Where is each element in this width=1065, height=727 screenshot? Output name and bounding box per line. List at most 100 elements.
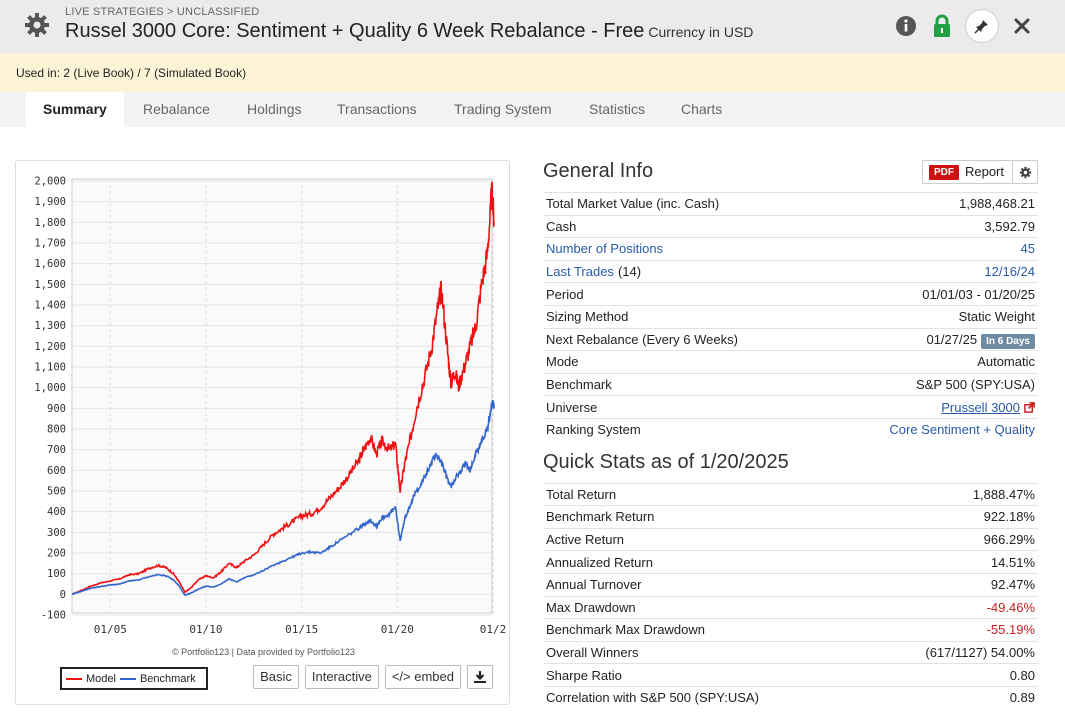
y-tick-label: 400 bbox=[47, 506, 66, 518]
series-line-model bbox=[71, 181, 495, 595]
row-value-text: -55.19% bbox=[986, 622, 1035, 638]
gi-value[interactable]: 12/16/24 bbox=[984, 264, 1035, 279]
y-tick-label: 1,200 bbox=[34, 341, 66, 353]
performance-chart[interactable]: 2,000 1,900 1,800 1,700 1,600 1,500 1,400 1,300… bbox=[16, 161, 511, 641]
row-key-text[interactable]: Number of Positions bbox=[546, 241, 664, 257]
y-tick-label: 300 bbox=[47, 527, 66, 539]
row-value-text: 14.51% bbox=[990, 554, 1035, 570]
gi-value: S&P 500 (SPY:USA) bbox=[916, 377, 1035, 392]
y-tick-label: -100 bbox=[41, 610, 66, 622]
qs-row-total-return: Total Return 1,888.47% bbox=[543, 482, 1038, 506]
pdf-icon[interactable]: PDF bbox=[928, 164, 959, 180]
legend-item-benchmark[interactable]: Benchmark bbox=[119, 672, 196, 685]
embed-button[interactable]: </> embed bbox=[384, 665, 461, 689]
gi-value[interactable]: 45 bbox=[1021, 241, 1035, 256]
qs-label: Active Return bbox=[546, 532, 624, 547]
row-key-text: Overall Winners bbox=[546, 644, 639, 660]
external-link-icon[interactable] bbox=[1024, 401, 1035, 413]
y-tick-label: 800 bbox=[47, 424, 66, 436]
gi-row-ranking-system: Ranking System Core Sentiment + Quality bbox=[543, 417, 1038, 441]
legend-label-benchmark: Benchmark bbox=[139, 672, 196, 685]
qs-value: 966.29% bbox=[984, 532, 1035, 547]
qs-row-sharpe-ratio: Sharpe Ratio 0.80 bbox=[543, 663, 1038, 686]
tab-statistics[interactable]: Statistics bbox=[589, 101, 646, 117]
settings-gear-icon[interactable] bbox=[1013, 166, 1037, 179]
gi-label: Total Market Value (inc. Cash) bbox=[546, 196, 719, 211]
legend-swatch-model bbox=[66, 677, 82, 680]
close-icon[interactable] bbox=[1009, 13, 1035, 39]
breadcrumb[interactable]: LIVE STRATEGIES > UNCLASSIFIED bbox=[65, 6, 260, 18]
info-icon[interactable] bbox=[893, 13, 919, 39]
header-bar: LIVE STRATEGIES > UNCLASSIFIED Russel 30… bbox=[0, 0, 1065, 53]
download-icon[interactable] bbox=[467, 665, 493, 689]
row-key-text: Ranking System bbox=[546, 422, 641, 438]
gi-value[interactable]: Prussell 3000 bbox=[941, 400, 1035, 415]
row-key-text: Mode bbox=[546, 354, 579, 370]
qs-value: -49.46% bbox=[987, 600, 1035, 615]
basic-button[interactable]: Basic bbox=[253, 665, 299, 689]
gi-value[interactable]: Core Sentiment + Quality bbox=[889, 422, 1035, 437]
chart-legend[interactable]: Model Benchmark bbox=[60, 667, 208, 690]
tab-bar: Summary Rebalance Holdings Transactions … bbox=[0, 92, 1065, 127]
row-value-text: 0.89 bbox=[1009, 690, 1035, 706]
tab-charts[interactable]: Charts bbox=[681, 101, 723, 117]
qs-value: 0.89 bbox=[1010, 690, 1035, 705]
row-value-text: Automatic bbox=[977, 354, 1035, 370]
row-value-text: 3,592.79 bbox=[984, 218, 1035, 234]
gi-label: Next Rebalance (Every 6 Weeks) bbox=[546, 332, 738, 347]
qs-label: Sharpe Ratio bbox=[546, 668, 622, 683]
row-key-text[interactable]: Last Trades bbox=[546, 264, 614, 280]
gi-row-cash: Cash 3,592.79 bbox=[543, 214, 1038, 238]
legend-label-model: Model bbox=[86, 672, 116, 685]
row-value-text[interactable]: 45 bbox=[1020, 241, 1035, 257]
gear-icon[interactable] bbox=[22, 10, 52, 40]
row-value-text: 01/01/03 - 01/20/25 bbox=[922, 286, 1035, 302]
qs-label: Annualized Return bbox=[546, 555, 653, 570]
gi-row-sizing-method: Sizing Method Static Weight bbox=[543, 304, 1038, 328]
chart-credit: © Portfolio123 | Data provided by Portfo… bbox=[171, 647, 356, 657]
legend-item-model[interactable]: Model bbox=[66, 673, 116, 685]
report-button-group: PDF Report bbox=[921, 160, 1038, 184]
row-key-text: Correlation with S&P 500 (SPY:USA) bbox=[546, 690, 759, 706]
lock-icon[interactable] bbox=[929, 13, 955, 39]
y-tick-label: 1,300 bbox=[34, 320, 66, 332]
row-value-text[interactable]: Core Sentiment + Quality bbox=[889, 422, 1035, 438]
gi-label: Cash bbox=[546, 219, 576, 234]
tab-rebalance[interactable]: Rebalance bbox=[143, 101, 210, 117]
pin-icon[interactable] bbox=[965, 9, 999, 43]
qs-row-benchmark-max-drawdown: Benchmark Max Drawdown -55.19% bbox=[543, 618, 1038, 641]
qs-row-annualized-return: Annualized Return 14.51% bbox=[543, 550, 1038, 573]
interactive-button[interactable]: Interactive bbox=[304, 665, 379, 689]
tab-transactions[interactable]: Transactions bbox=[337, 101, 417, 117]
row-value-text: Static Weight bbox=[958, 309, 1035, 325]
row-value-text[interactable]: 12/16/24 bbox=[984, 264, 1035, 280]
tab-holdings[interactable]: Holdings bbox=[247, 101, 302, 117]
info-column: General Info PDF Report Total Market Val… bbox=[543, 156, 1038, 708]
qs-label: Annual Turnover bbox=[546, 577, 641, 592]
gi-value: 3,592.79 bbox=[984, 219, 1035, 234]
gi-label: Benchmark bbox=[546, 377, 612, 392]
qs-row-active-return: Active Return 966.29% bbox=[543, 527, 1038, 551]
gi-label: Period bbox=[546, 287, 584, 302]
page-title: Russel 3000 Core: Sentiment + Quality 6 … bbox=[65, 20, 753, 43]
qs-value: 14.51% bbox=[991, 555, 1035, 570]
row-key-text: Total Return bbox=[546, 486, 617, 502]
y-tick-label: 100 bbox=[47, 568, 66, 580]
row-key-text: Sizing Method bbox=[546, 309, 629, 325]
general-info-table: Total Market Value (inc. Cash) 1,988,468.… bbox=[543, 192, 1038, 441]
row-key-text: Annual Turnover bbox=[546, 577, 642, 593]
gi-value: Automatic bbox=[977, 354, 1035, 369]
x-tick-label: 01/2 bbox=[480, 623, 507, 636]
report-button[interactable]: Report bbox=[965, 161, 1013, 183]
y-tick-label: 600 bbox=[47, 465, 66, 477]
row-value-text: 0.80 bbox=[1009, 667, 1035, 683]
gi-label: Last Trades (14) bbox=[546, 264, 641, 279]
x-tick-label: 01/05 bbox=[94, 623, 127, 636]
row-key-text: Benchmark bbox=[546, 377, 612, 393]
y-tick-label: 1,800 bbox=[34, 217, 66, 229]
tab-trading-system[interactable]: Trading System bbox=[454, 101, 552, 117]
row-value-text[interactable]: Prussell 3000 bbox=[941, 399, 1020, 415]
y-tick-label: 1,700 bbox=[34, 238, 66, 250]
usage-banner: Used in: 2 (Live Book) / 7 (Simulated Bo… bbox=[0, 53, 1065, 92]
tab-summary[interactable]: Summary bbox=[26, 92, 124, 127]
